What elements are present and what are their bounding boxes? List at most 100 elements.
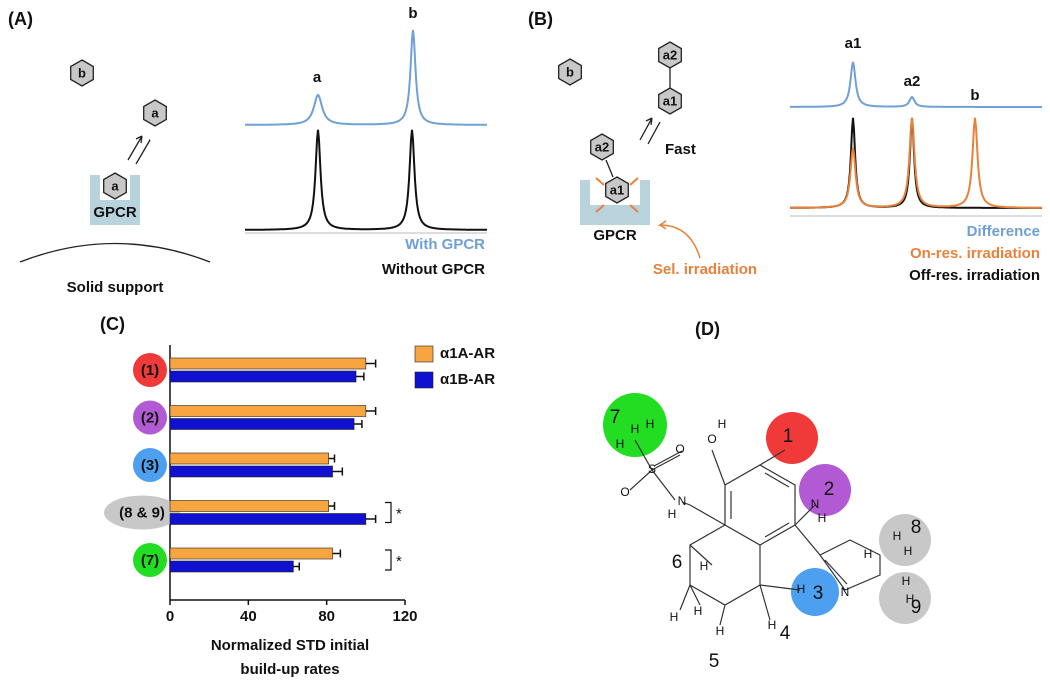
bar xyxy=(169,560,294,573)
legend-entry: Without GPCR xyxy=(382,261,485,278)
irradiation-label: Sel. irradiation xyxy=(653,261,757,278)
exchange-arrows xyxy=(127,135,151,165)
error-bar xyxy=(365,407,377,415)
significance-label: * xyxy=(396,505,402,522)
category-label: (7) xyxy=(141,552,159,569)
atom-label: H xyxy=(906,592,915,606)
position-number: 3 xyxy=(813,583,824,604)
ligand xyxy=(658,87,682,115)
error-bar xyxy=(293,562,300,571)
receptor-label: GPCR xyxy=(93,204,137,221)
panel-label: (C) xyxy=(100,314,125,334)
ligand xyxy=(590,133,614,161)
bar xyxy=(169,452,329,465)
highlight xyxy=(791,568,839,616)
x-tick-label: 0 xyxy=(166,608,174,625)
legend-entry: On-res. irradiation xyxy=(910,245,1040,262)
x-axis-label: Normalized STD initial xyxy=(211,637,369,654)
position-number: 2 xyxy=(824,479,835,500)
position-highlights xyxy=(603,393,931,624)
error-bar xyxy=(365,359,377,368)
atom-label: H xyxy=(818,511,827,525)
irradiation-arrow xyxy=(657,220,701,259)
category-marker xyxy=(104,495,180,530)
x-tick-label: 80 xyxy=(318,608,335,625)
category-label: (2) xyxy=(141,409,159,426)
error-bar xyxy=(354,420,363,428)
category-marker xyxy=(133,448,167,482)
ligand-label: a1 xyxy=(610,182,624,197)
ligand xyxy=(143,99,167,127)
error-bar xyxy=(356,372,365,381)
ligand-label: b xyxy=(566,64,574,79)
category-marker xyxy=(133,400,167,435)
ligand-label: a xyxy=(111,178,119,193)
category-label: (3) xyxy=(141,457,159,474)
bar xyxy=(169,547,333,560)
position-number: 9 xyxy=(911,597,922,618)
bar xyxy=(169,465,333,478)
position-number: 8 xyxy=(911,517,922,538)
legend-entry: α1A-AR xyxy=(440,345,495,362)
atom-label: H xyxy=(716,624,725,638)
error-bar xyxy=(332,467,344,476)
peak-label: b xyxy=(970,87,979,104)
spectrum xyxy=(245,29,487,126)
position-number: 4 xyxy=(780,623,791,644)
bar xyxy=(169,405,367,417)
panel-label: (B) xyxy=(528,9,553,29)
legend-swatch xyxy=(414,371,434,389)
molecule-bonds xyxy=(629,439,881,626)
bond xyxy=(605,159,614,178)
significance-bracket xyxy=(385,549,392,571)
atom-label: H xyxy=(718,417,727,431)
atom-label: H xyxy=(694,604,703,618)
highlight xyxy=(799,464,851,516)
spectrum xyxy=(790,61,1042,108)
receptor-label: GPCR xyxy=(593,227,637,244)
legend-swatch xyxy=(414,345,434,363)
peak-label: a xyxy=(313,69,322,86)
peak-label: a1 xyxy=(845,35,862,52)
receptor-well xyxy=(90,175,140,225)
highlight xyxy=(879,514,931,566)
highlight xyxy=(766,412,818,464)
category-label: (8 & 9) xyxy=(119,504,165,521)
ligand-label: a2 xyxy=(663,47,677,62)
position-number: 1 xyxy=(783,426,794,447)
bar xyxy=(169,370,357,383)
atom-label: H xyxy=(904,544,913,558)
exchange-arrows xyxy=(639,117,661,145)
atom-label: H xyxy=(768,618,777,632)
panel-label: (D) xyxy=(695,319,720,339)
atom-label: N xyxy=(841,585,850,599)
exchange-label: Fast xyxy=(665,141,696,158)
ligand-label: a1 xyxy=(663,93,677,108)
support-surface xyxy=(19,242,211,263)
bar xyxy=(169,513,367,525)
ligand-label: b xyxy=(78,65,86,80)
bar xyxy=(169,418,355,430)
error-bar xyxy=(328,502,336,510)
ligand xyxy=(605,176,629,204)
peak-label: b xyxy=(408,5,417,22)
saturation-arrows xyxy=(595,177,639,213)
atom-label: H xyxy=(700,559,709,573)
atom-label: O xyxy=(620,485,629,499)
ligand-label: a2 xyxy=(595,139,609,154)
x-axis-label: build-up rates xyxy=(240,661,339,678)
receptor-well xyxy=(580,180,650,225)
position-number: 5 xyxy=(709,651,720,672)
legend-entry: Off-res. irradiation xyxy=(909,267,1040,284)
atom-label: H xyxy=(646,417,655,431)
atom-label: H xyxy=(670,610,679,624)
ligand xyxy=(658,41,682,69)
atom-label: H xyxy=(864,547,873,561)
position-number: 6 xyxy=(672,552,683,573)
category-marker xyxy=(133,353,167,387)
atom-label: H xyxy=(668,507,677,521)
atom-label: H xyxy=(902,574,911,588)
ligand-label: a xyxy=(151,105,159,120)
atom-label: N xyxy=(678,494,687,508)
